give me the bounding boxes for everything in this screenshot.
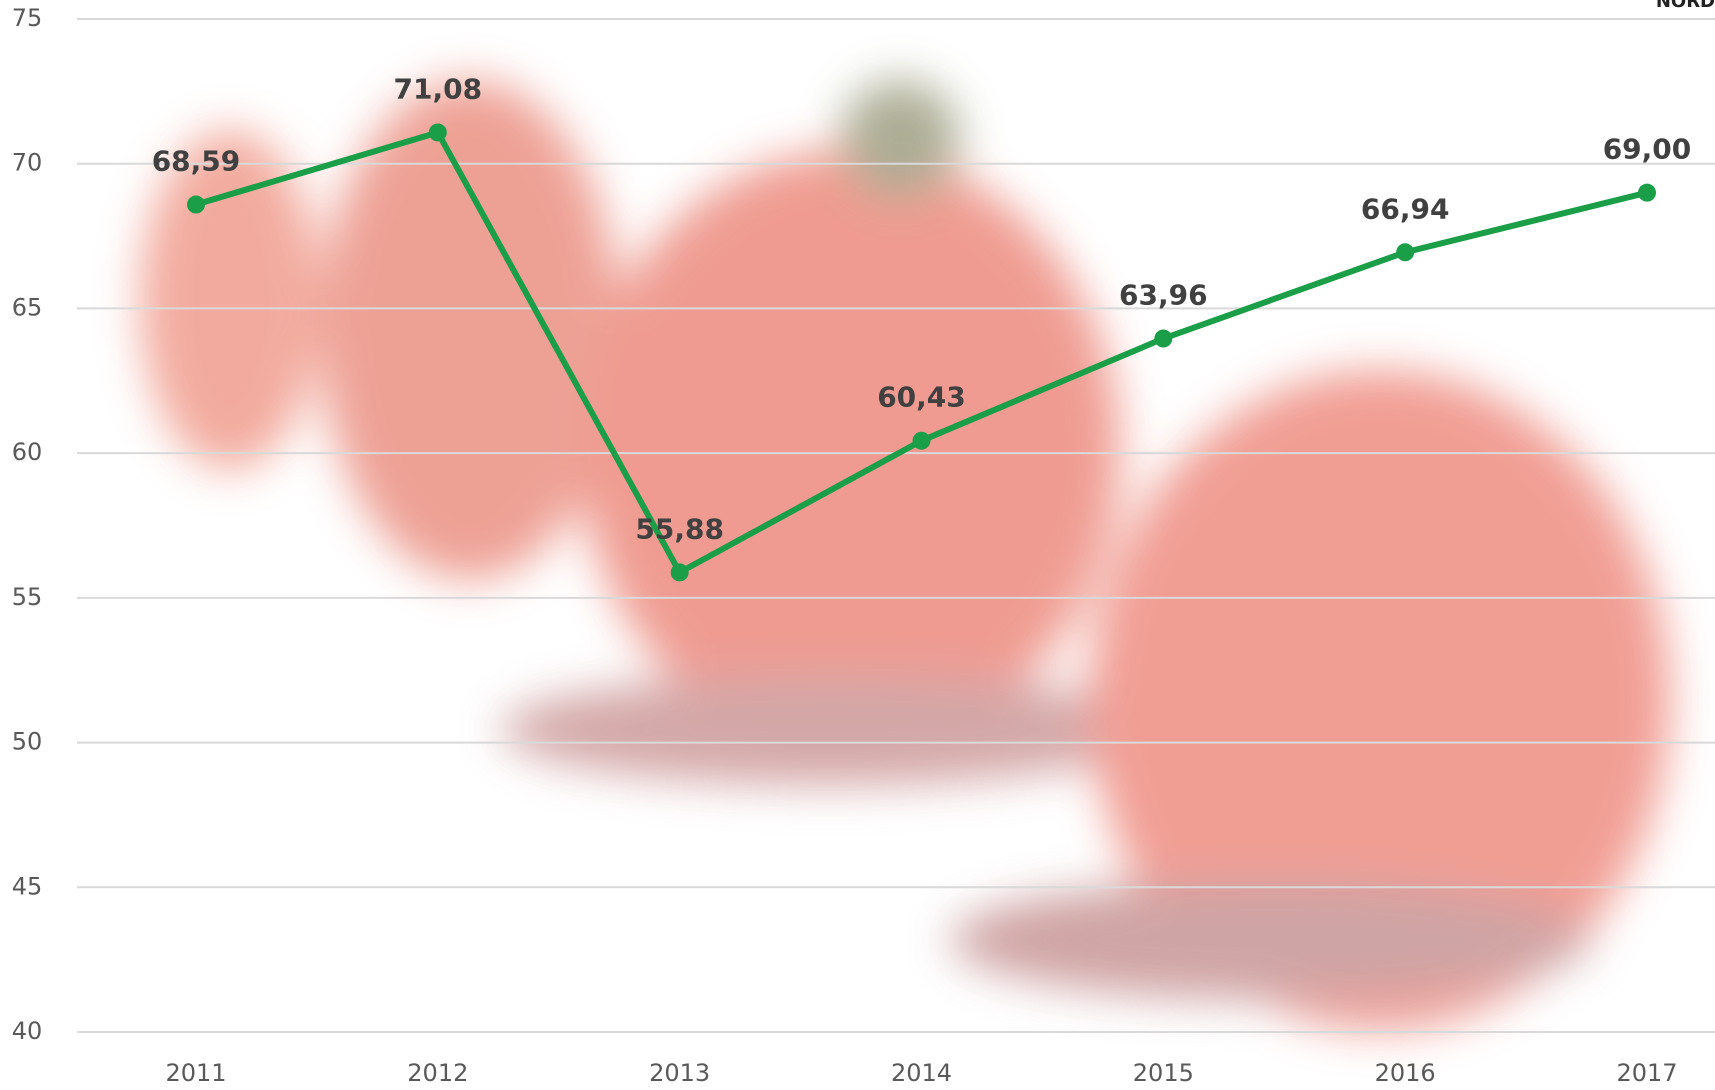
data-point bbox=[187, 196, 205, 214]
x-tick-label: 2013 bbox=[649, 1059, 710, 1087]
data-label: 66,94 bbox=[1361, 192, 1450, 225]
data-point bbox=[1638, 184, 1656, 202]
page: {"chart_data": {"type": "line", "annotat… bbox=[0, 0, 1715, 1090]
y-tick-label: 65 bbox=[12, 293, 43, 321]
x-tick-label: 2012 bbox=[407, 1059, 468, 1087]
x-tick-label: 2017 bbox=[1616, 1059, 1677, 1087]
data-point bbox=[429, 123, 447, 141]
annotation: NORD bbox=[1656, 0, 1715, 12]
x-tick-label: 2015 bbox=[1133, 1059, 1194, 1087]
y-tick-label: 45 bbox=[12, 872, 43, 900]
y-tick-label: 40 bbox=[12, 1017, 43, 1045]
data-label: 55,88 bbox=[635, 512, 724, 545]
x-tick-label: 2016 bbox=[1375, 1059, 1436, 1087]
data-point bbox=[1154, 330, 1172, 348]
y-tick-label: 70 bbox=[12, 149, 43, 177]
data-label: 69,00 bbox=[1603, 133, 1692, 166]
y-tick-label: 50 bbox=[12, 728, 43, 756]
y-tick-label: 75 bbox=[12, 4, 43, 32]
data-label: 60,43 bbox=[877, 381, 966, 414]
x-tick-label: 2014 bbox=[891, 1059, 952, 1087]
data-label: 68,59 bbox=[152, 145, 241, 178]
data-point bbox=[913, 432, 931, 450]
data-point bbox=[1396, 243, 1414, 261]
data-label: 63,96 bbox=[1119, 279, 1208, 312]
x-tick-label: 2011 bbox=[165, 1059, 226, 1087]
y-tick-label: 55 bbox=[12, 583, 43, 611]
chart: NORD 40 45 50 55 60 65 70 75 2011 2012 2013 2014 201… bbox=[0, 0, 1715, 1090]
data-label: 71,08 bbox=[394, 72, 483, 105]
data-point bbox=[671, 563, 689, 581]
y-tick-label: 60 bbox=[12, 438, 43, 466]
